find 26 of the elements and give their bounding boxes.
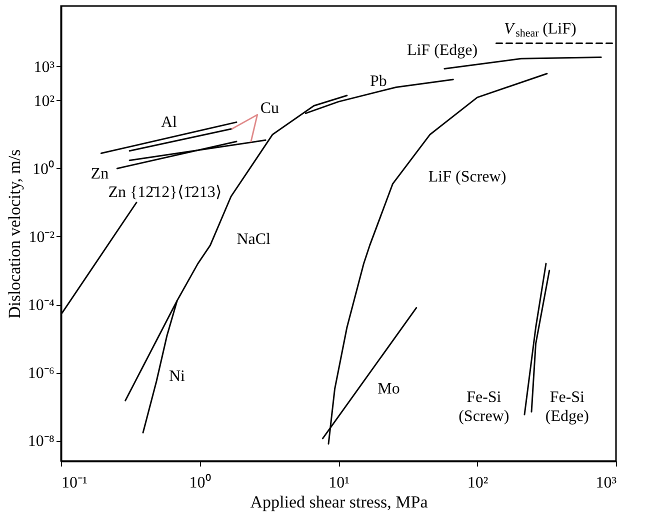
annotation: Zn (90, 165, 109, 182)
annotation: Zn {12̄12}⟨1̄213⟩ (108, 184, 222, 202)
x-tick-label: 10² (467, 474, 488, 492)
y-axis-title: Dislocation velocity, m/s (4, 149, 24, 319)
x-tick-label: 10⁻¹ (62, 474, 88, 492)
annotation: Fe-Si (Screw) (458, 389, 510, 426)
annotation: NaCl (236, 231, 272, 248)
y-tick-label: 10⁻⁶ (28, 365, 54, 382)
x-tick-label: 10¹ (328, 474, 350, 492)
annotation: Ni (168, 368, 186, 385)
x-axis-title: Applied shear stress, MPa (250, 492, 428, 512)
y-tick-label: 10⁻⁸ (28, 433, 54, 450)
y-tick-label: 10² (34, 92, 55, 110)
x-tick-label: 10³ (596, 474, 617, 492)
annotation: LiF (Edge) (406, 42, 478, 60)
y-tick-label: 10⁻² (28, 228, 55, 246)
y-tick-label: 10⁰ (32, 160, 54, 178)
annotation: LiF (Screw) (428, 168, 506, 186)
annotation: Mo (378, 380, 400, 398)
y-tick-label: 10³ (34, 58, 55, 76)
annotation: Pb (370, 73, 387, 90)
y-tick-label: 10⁻⁴ (28, 297, 55, 314)
annotation: Fe-Si (Edge) (545, 389, 589, 426)
annotation: Cu (260, 100, 280, 117)
annotation: Al (160, 114, 178, 132)
x-tick-label: 10⁰ (189, 474, 212, 492)
